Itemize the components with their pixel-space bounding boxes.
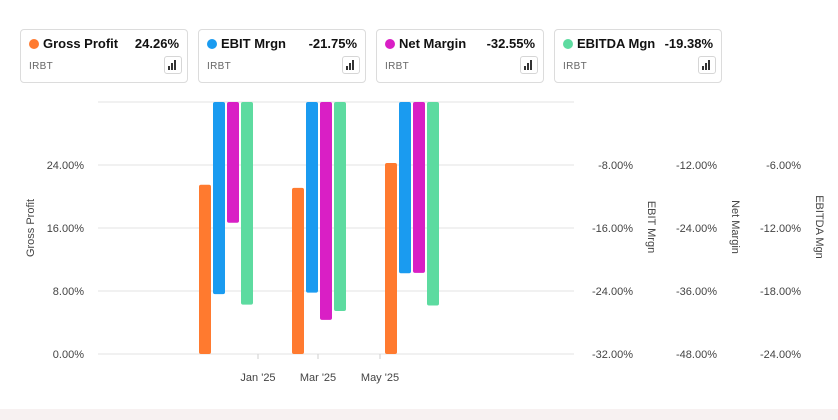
y-tick-label-right: -6.00% xyxy=(766,160,801,172)
card-ebit-margin[interactable]: EBIT Mrgn -21.75% IRBT xyxy=(198,29,366,83)
y-tick-label-right: -16.00% xyxy=(592,223,633,235)
x-tick-label: Jan '25 xyxy=(240,372,275,384)
bar-chart-icon[interactable] xyxy=(164,56,182,74)
y-axis-label-left: Gross Profit xyxy=(25,199,37,257)
card-value: -32.55% xyxy=(486,36,535,51)
y-tick-label-left: 8.00% xyxy=(53,286,84,298)
y-axis-label-right: EBIT Mrgn xyxy=(645,201,657,253)
bar xyxy=(399,102,411,274)
bar xyxy=(320,102,332,320)
card-value: -19.38% xyxy=(664,36,713,51)
y-tick-label-right: -36.00% xyxy=(676,286,717,298)
y-axis-label-right: EBITDA Mgn xyxy=(813,195,825,259)
bar xyxy=(334,102,346,311)
bar-chart-icon[interactable] xyxy=(520,56,538,74)
card-ebitda-margin[interactable]: EBITDA Mgn -19.38% IRBT xyxy=(554,29,722,83)
y-tick-label-left: 24.00% xyxy=(47,160,85,172)
x-tick-label: May '25 xyxy=(361,372,399,384)
series-color-dot xyxy=(385,39,395,49)
bar xyxy=(385,162,397,354)
bar xyxy=(213,102,225,295)
x-tick-label: Mar '25 xyxy=(300,372,336,384)
bar-chart-icon[interactable] xyxy=(698,56,716,74)
card-name: EBITDA Mgn xyxy=(577,36,656,51)
bar xyxy=(306,102,318,293)
y-tick-label-right: -24.00% xyxy=(592,286,633,298)
card-name: Gross Profit xyxy=(43,36,119,51)
y-tick-label-right: -12.00% xyxy=(676,160,717,172)
footer-strip xyxy=(0,409,838,420)
card-value: 24.26% xyxy=(134,36,179,51)
card-value: -21.75% xyxy=(308,36,357,51)
y-tick-label-right: -24.00% xyxy=(760,349,801,361)
card-ticker: IRBT xyxy=(385,61,409,72)
card-ticker: IRBT xyxy=(563,61,587,72)
card-net-margin[interactable]: Net Margin -32.55% IRBT xyxy=(376,29,544,83)
y-tick-label-left: 0.00% xyxy=(53,349,84,361)
card-name: Net Margin xyxy=(399,36,467,51)
y-tick-label-right: -24.00% xyxy=(676,223,717,235)
bar xyxy=(227,102,239,223)
series-color-dot xyxy=(563,39,573,49)
card-ticker: IRBT xyxy=(207,61,231,72)
y-axis-label-right: Net Margin xyxy=(729,200,741,254)
margin-bar-chart: 0.00% 8.00% 16.00% 24.00% Gross Profit -32.00… xyxy=(25,101,825,384)
bar-chart-icon[interactable] xyxy=(342,56,360,74)
series-color-dot xyxy=(207,39,217,49)
bar xyxy=(427,102,439,306)
y-tick-label-right: -48.00% xyxy=(676,349,717,361)
bar xyxy=(292,187,304,354)
series-color-dot xyxy=(29,39,39,49)
bar xyxy=(199,184,211,354)
metric-cards: Gross Profit 24.26% IRBT EBIT Mrgn -21.7… xyxy=(0,0,838,90)
card-name: EBIT Mrgn xyxy=(221,36,286,51)
y-tick-label-left: 16.00% xyxy=(47,223,85,235)
y-tick-label-right: -8.00% xyxy=(598,160,633,172)
card-ticker: IRBT xyxy=(29,61,53,72)
card-gross-profit[interactable]: Gross Profit 24.26% IRBT xyxy=(20,29,188,83)
y-tick-label-right: -32.00% xyxy=(592,349,633,361)
y-tick-label-right: -12.00% xyxy=(760,223,801,235)
y-tick-label-right: -18.00% xyxy=(760,286,801,298)
bar xyxy=(241,102,253,305)
bar xyxy=(413,102,425,273)
